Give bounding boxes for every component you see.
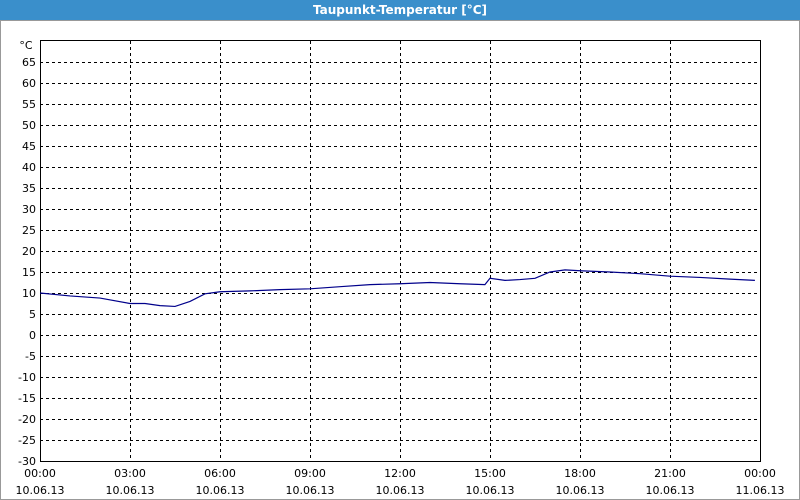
x-tick-label: 18:00 xyxy=(564,467,596,480)
y-tick-label: -15 xyxy=(18,392,36,405)
y-tick-label: 60 xyxy=(22,77,36,90)
y-tick-label: 15 xyxy=(22,266,36,279)
x-tick-date: 10.06.13 xyxy=(196,484,245,497)
x-tick-date: 10.06.13 xyxy=(646,484,695,497)
chart-title: Taupunkt-Temperatur [°C] xyxy=(313,3,487,17)
title-bar xyxy=(0,0,800,20)
y-tick-label: 35 xyxy=(22,182,36,195)
x-tick-date: 10.06.13 xyxy=(106,484,155,497)
x-tick-label: 00:00 xyxy=(744,467,776,480)
y-tick-label: -5 xyxy=(25,350,36,363)
x-tick-label: 12:00 xyxy=(384,467,416,480)
x-tick-label: 00:00 xyxy=(24,467,56,480)
y-tick-label: 25 xyxy=(22,224,36,237)
x-tick-date: 10.06.13 xyxy=(286,484,335,497)
y-tick-label: 30 xyxy=(22,203,36,216)
data-line xyxy=(39,269,755,308)
y-tick-label: 40 xyxy=(22,161,36,174)
y-unit: °C xyxy=(19,39,33,52)
x-tick-date: 10.06.13 xyxy=(16,484,65,497)
x-tick-label: 09:00 xyxy=(294,467,326,480)
y-tick-label: 20 xyxy=(22,245,36,258)
y-tick-label: -20 xyxy=(18,413,36,426)
x-tick-label: 06:00 xyxy=(204,467,236,480)
y-tick-label: 10 xyxy=(22,287,36,300)
plot-border xyxy=(40,40,761,462)
y-tick-label: -10 xyxy=(18,371,36,384)
x-tick-date: 10.06.13 xyxy=(466,484,515,497)
y-tick-label: -30 xyxy=(18,455,36,468)
x-tick-label: 03:00 xyxy=(114,467,146,480)
x-tick-label: 21:00 xyxy=(654,467,686,480)
y-tick-label: 55 xyxy=(22,98,36,111)
y-tick-label: 65 xyxy=(22,56,36,69)
x-tick-date: 10.06.13 xyxy=(376,484,425,497)
x-tick-date: 11.06.13 xyxy=(736,484,785,497)
x-tick-label: 15:00 xyxy=(474,467,506,480)
x-tick-date: 10.06.13 xyxy=(556,484,605,497)
y-tick-label: 5 xyxy=(29,308,36,321)
y-tick-label: 50 xyxy=(22,119,36,132)
y-tick-label: -25 xyxy=(18,434,36,447)
y-tick-label: 45 xyxy=(22,140,36,153)
y-tick-label: 0 xyxy=(29,329,36,342)
